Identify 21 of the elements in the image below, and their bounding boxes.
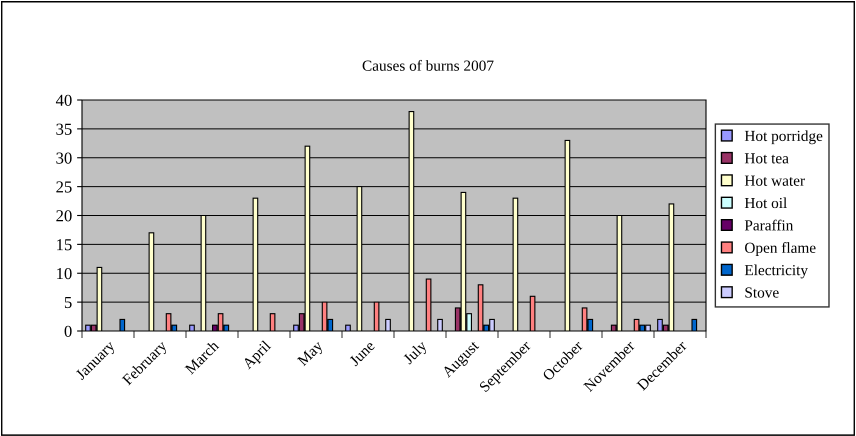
x-tick-label: May	[296, 340, 326, 369]
y-tick-label: 25	[56, 181, 72, 193]
y-tick-label: 20	[56, 210, 72, 222]
legend-label: Hot tea	[744, 153, 789, 164]
legend-label: Hot water	[744, 176, 805, 186]
legend-label: Paraffin	[744, 220, 794, 231]
chart-title: Causes of burns 2007	[362, 60, 494, 71]
y-tick-label: 5	[64, 296, 72, 308]
y-tick-label: 40	[56, 94, 72, 106]
y-tick-label: 15	[57, 239, 72, 250]
legend-label: Electricity	[744, 264, 808, 278]
y-tick-label: 0	[64, 326, 72, 337]
legend-label: Hot porridge	[744, 130, 822, 144]
y-tick-label: 10	[57, 268, 72, 280]
legend-label: Open flame	[745, 242, 816, 256]
x-tick-label: July	[402, 339, 430, 367]
x-tick-label: June	[348, 340, 376, 367]
y-tick-label: 35	[56, 124, 72, 135]
legend-label: Hot oil	[744, 197, 787, 208]
y-tick-label: 30	[56, 152, 72, 164]
legend-label: Stove	[745, 287, 779, 298]
